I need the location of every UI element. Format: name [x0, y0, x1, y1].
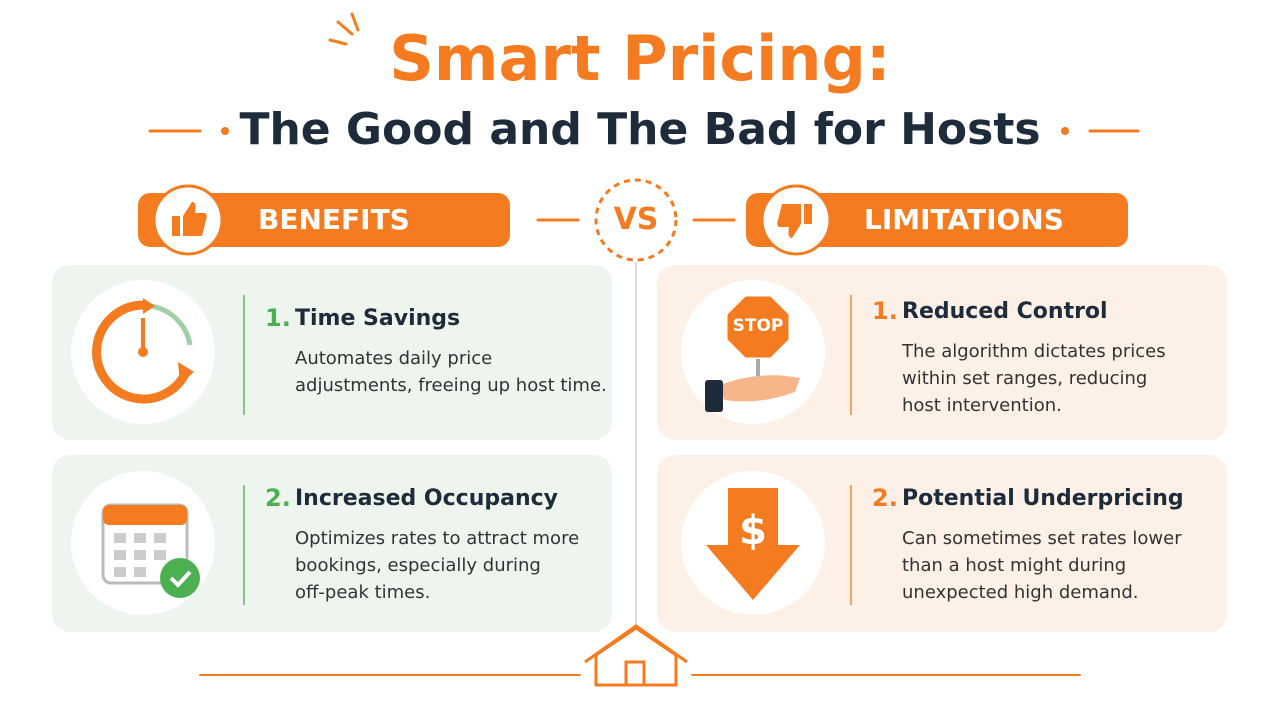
item-title: Potential Underpricing: [902, 486, 1184, 511]
item-title: Increased Occupancy: [295, 486, 559, 511]
item-title: Reduced Control: [902, 299, 1108, 324]
item-title: Time Savings: [295, 306, 461, 331]
item-text: Automates daily price: [295, 348, 493, 369]
item-number: 1.: [265, 304, 291, 332]
item-text: Can sometimes set rates lower: [902, 528, 1182, 549]
item-number: 2.: [265, 484, 291, 512]
thumbs-down-icon: [760, 184, 832, 256]
item-text: than a host might during: [902, 555, 1127, 576]
item-text: unexpected high demand.: [902, 582, 1139, 603]
dollar-sign: $: [739, 508, 767, 554]
item-number: 1.: [872, 297, 898, 325]
limitations-label: LIMITATIONS: [864, 203, 1064, 236]
item-text: host intervention.: [902, 395, 1062, 416]
item-text: Optimizes rates to attract more: [295, 528, 580, 549]
benefits-label: BENEFITS: [258, 203, 410, 236]
title: Smart Pricing:: [389, 22, 891, 95]
vs-label: VS: [613, 202, 659, 237]
item-text: within set ranges, reducing: [902, 368, 1148, 389]
item-text: bookings, especially during: [295, 555, 541, 576]
subtitle: The Good and The Bad for Hosts: [239, 104, 1041, 155]
item-text: off-peak times.: [295, 582, 431, 603]
thumbs-up-icon: [152, 184, 224, 256]
stop-text: STOP: [732, 316, 784, 336]
item-number: 2.: [872, 484, 898, 512]
item-text: The algorithm dictates prices: [902, 341, 1166, 362]
item-text: adjustments, freeing up host time.: [295, 375, 607, 396]
